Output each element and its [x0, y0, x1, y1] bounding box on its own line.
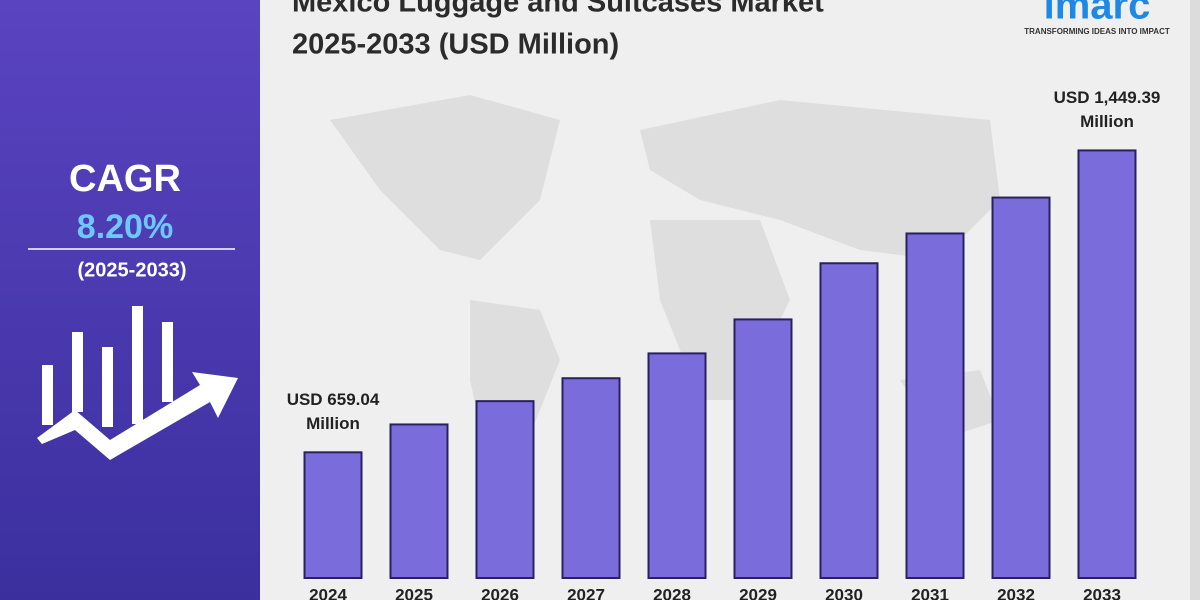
- x-tick-label: 2024: [309, 585, 347, 600]
- logo-tagline: TRANSFORMING IDEAS INTO IMPACT: [1024, 27, 1170, 36]
- cagr-period: (2025-2033): [78, 259, 187, 281]
- cagr-value: 8.20%: [77, 208, 173, 246]
- x-tick-label: 2032: [997, 585, 1035, 600]
- x-tick-label: 2026: [481, 585, 519, 600]
- bar: [303, 451, 363, 579]
- x-tick-label: 2027: [567, 585, 605, 600]
- bar: [733, 318, 793, 579]
- bar: [991, 196, 1051, 579]
- growth-icon: [37, 306, 238, 460]
- value-label: USD 1,449.39 Million: [1053, 88, 1161, 132]
- cagr-label: CAGR: [69, 158, 181, 200]
- chart-title: 2025-2033 (USD Million): [292, 29, 619, 61]
- x-tick-label: 2030: [825, 585, 863, 600]
- logo: imarc: [1044, 0, 1151, 28]
- bar: [647, 352, 707, 580]
- edge: [1190, 0, 1200, 600]
- chart-title: Mexico Luggage and Suitcases Market: [292, 0, 824, 19]
- bar: [819, 262, 879, 579]
- x-tick-label: 2031: [911, 585, 949, 600]
- x-tick-label: 2028: [653, 585, 691, 600]
- bar: [1077, 149, 1137, 579]
- x-tick-label: 2025: [395, 585, 433, 600]
- value-label: USD 659.04 Million: [286, 390, 380, 434]
- x-tick-label: 2029: [739, 585, 777, 600]
- bar: [905, 232, 965, 579]
- side-panel: [0, 0, 260, 600]
- bar: [561, 377, 621, 579]
- bar: [389, 423, 449, 580]
- bar: [475, 400, 535, 579]
- x-tick-label: 2033: [1083, 585, 1121, 600]
